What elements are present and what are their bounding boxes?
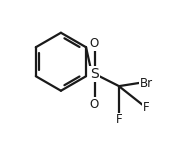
Text: O: O [90, 37, 99, 50]
Text: O: O [90, 98, 99, 111]
Text: F: F [116, 113, 122, 126]
Text: F: F [143, 101, 150, 114]
Text: S: S [90, 67, 99, 81]
Text: Br: Br [140, 77, 153, 90]
